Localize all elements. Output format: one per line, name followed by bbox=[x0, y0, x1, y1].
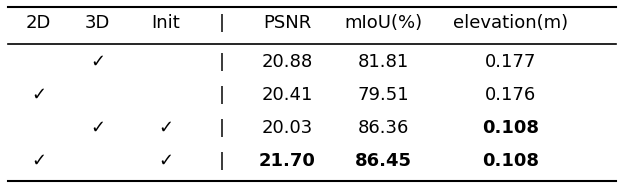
Text: 81.81: 81.81 bbox=[358, 53, 409, 71]
Text: 20.03: 20.03 bbox=[261, 119, 313, 137]
Text: |: | bbox=[219, 14, 225, 32]
Text: ✓: ✓ bbox=[90, 53, 105, 71]
Text: 20.88: 20.88 bbox=[261, 53, 313, 71]
Text: 21.70: 21.70 bbox=[259, 152, 316, 170]
Text: ✓: ✓ bbox=[158, 119, 173, 137]
Text: |: | bbox=[219, 119, 225, 137]
Text: 86.36: 86.36 bbox=[358, 119, 409, 137]
Text: 0.108: 0.108 bbox=[482, 152, 539, 170]
Text: 79.51: 79.51 bbox=[358, 86, 409, 104]
Text: Init: Init bbox=[152, 14, 180, 32]
Text: 0.177: 0.177 bbox=[485, 53, 537, 71]
Text: |: | bbox=[219, 86, 225, 104]
Text: ✓: ✓ bbox=[90, 119, 105, 137]
Text: PSNR: PSNR bbox=[263, 14, 311, 32]
Text: mIoU(%): mIoU(%) bbox=[344, 14, 422, 32]
Text: |: | bbox=[219, 53, 225, 71]
Text: ✓: ✓ bbox=[31, 152, 46, 170]
Text: 86.45: 86.45 bbox=[355, 152, 412, 170]
Text: 20.41: 20.41 bbox=[261, 86, 313, 104]
Text: ✓: ✓ bbox=[31, 86, 46, 104]
Text: ✓: ✓ bbox=[158, 152, 173, 170]
Text: elevation(m): elevation(m) bbox=[453, 14, 568, 32]
Text: 2D: 2D bbox=[26, 14, 51, 32]
Text: 0.176: 0.176 bbox=[485, 86, 537, 104]
Text: 0.108: 0.108 bbox=[482, 119, 539, 137]
Text: 3D: 3D bbox=[85, 14, 110, 32]
Text: |: | bbox=[219, 152, 225, 170]
